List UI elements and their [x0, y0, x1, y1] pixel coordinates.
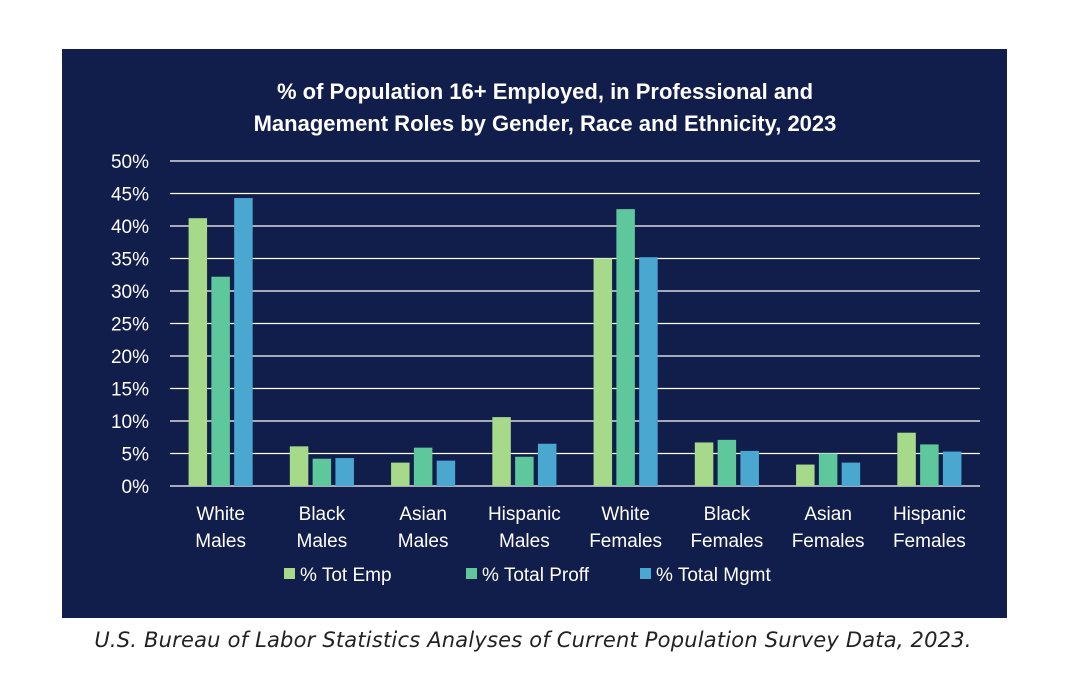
x-tick-label: Asian [399, 504, 447, 525]
bar [413, 447, 433, 486]
y-tick-label: 35% [111, 250, 149, 271]
x-tick-label: Males [499, 531, 550, 552]
x-tick-label: White [196, 504, 245, 525]
x-tick-label: White [601, 504, 650, 525]
x-tick-label: Females [589, 531, 662, 552]
bar [537, 443, 557, 486]
bar [391, 462, 410, 486]
legend-label: % Tot Emp [300, 565, 392, 586]
bar [289, 446, 309, 486]
bar [796, 464, 815, 486]
y-tick-label: 0% [122, 477, 150, 498]
source-caption: U.S. Bureau of Labor Statistics Analyses… [94, 628, 972, 652]
x-tick-label: Hispanic [893, 504, 966, 525]
legend-label: % Total Mgmt [656, 565, 771, 586]
bar [515, 456, 534, 486]
bar [492, 417, 511, 486]
y-tick-label: 30% [111, 282, 149, 303]
chart-panel: % of Population 16+ Employed, in Profess… [62, 49, 1007, 618]
legend-swatch [466, 568, 477, 579]
bar [188, 218, 208, 486]
legend-swatch [640, 568, 651, 579]
bar [841, 462, 861, 486]
bar [694, 442, 714, 486]
x-tick-label: Males [398, 531, 449, 552]
legend-swatch [284, 568, 295, 579]
x-tick-label: Black [299, 504, 346, 525]
y-tick-label: 25% [111, 315, 149, 336]
y-tick-label: 15% [111, 380, 149, 401]
x-tick-label: Females [690, 531, 763, 552]
x-tick-label: Hispanic [488, 504, 561, 525]
y-tick-label: 40% [111, 217, 149, 238]
bar [920, 444, 939, 486]
chart-title-line: Management Roles by Gender, Race and Eth… [254, 111, 837, 136]
bar [717, 439, 737, 486]
x-tick-label: Males [195, 531, 246, 552]
y-tick-label: 5% [122, 445, 150, 466]
bar [818, 453, 838, 486]
x-tick-label: Black [704, 504, 751, 525]
x-tick-label: Asian [804, 504, 852, 525]
x-tick-label: Females [792, 531, 865, 552]
y-tick-label: 50% [111, 152, 149, 173]
x-tick-label: Females [893, 531, 966, 552]
bar [211, 276, 230, 486]
y-tick-label: 45% [111, 185, 149, 206]
bar [436, 460, 456, 486]
bar [234, 198, 253, 487]
bar [335, 458, 354, 486]
y-tick-label: 10% [111, 412, 149, 433]
bar [942, 451, 962, 486]
y-tick-label: 20% [111, 347, 149, 368]
bar [616, 209, 635, 486]
bar [740, 450, 759, 486]
legend-label: % Total Proff [482, 565, 590, 586]
bar [897, 432, 916, 486]
bar-chart: % of Population 16+ Employed, in Profess… [111, 79, 980, 586]
x-tick-label: Males [297, 531, 348, 552]
bar [312, 458, 332, 486]
bar [593, 258, 613, 486]
chart-title-line: % of Population 16+ Employed, in Profess… [277, 79, 813, 104]
bar [639, 257, 658, 486]
